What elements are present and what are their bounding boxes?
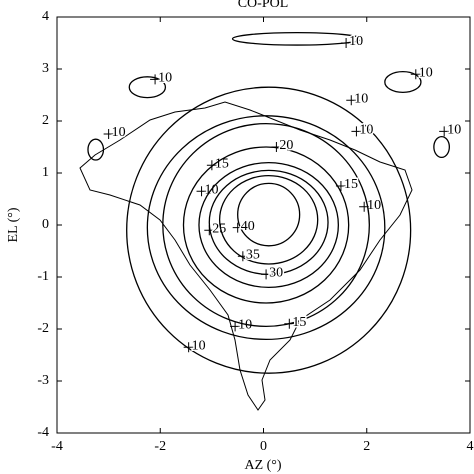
contour-label: 10 [112,125,126,140]
contour-line [162,122,370,328]
y-tick-label: 2 [42,113,49,128]
contour-line [218,174,319,265]
contour-label: 10 [238,318,252,333]
contour-line [198,161,340,289]
plot-frame [56,16,471,434]
x-tick-label: 2 [363,439,370,454]
x-tick-label: -2 [154,439,166,454]
y-axis-label: EL (°) [6,207,21,242]
contour-line [208,169,329,276]
contour-marker [346,95,357,106]
coastline [79,101,413,411]
x-axis-label: AZ (°) [244,458,281,473]
x-tick-label: 4 [467,439,474,454]
y-tick-label: 1 [42,165,49,180]
contour-line [128,76,167,99]
contour-label: 10 [349,34,363,49]
contour-marker [261,269,272,280]
y-tick-label: 0 [42,217,49,232]
contour-marker [206,160,217,171]
contour-marker [230,321,241,332]
contour-marker [196,186,207,197]
y-tick-label: 3 [42,61,49,76]
contour-label: 15 [292,315,306,330]
contour-label: 25 [212,221,226,236]
contour-label: 40 [241,219,255,234]
y-tick-label: 4 [42,9,49,24]
contour-marker [103,129,114,139]
contour-marker [237,251,248,262]
contour-marker [150,74,161,85]
contour-line [182,146,350,304]
contour-label: 15 [215,156,229,171]
contour-label: 15 [344,177,358,192]
contour-label: 20 [279,138,293,153]
y-tick-label: -1 [37,269,49,284]
contour-label: 10 [354,91,368,106]
contour-label: 10 [158,71,172,86]
contour-line [146,115,386,341]
contour-marker [410,69,421,80]
contour-line [237,182,301,247]
contour-line [433,135,451,159]
contour-marker [284,318,295,329]
contour-line [384,70,422,94]
contour-label: 10 [192,338,206,353]
contour-label: 10 [447,123,461,138]
x-tick-label: -4 [51,439,63,454]
contour-marker [232,222,243,233]
contour-label: 10 [359,123,373,138]
contour-label: 10 [419,65,433,80]
contour-line [231,31,363,46]
contour-line [126,86,412,374]
contour-marker [341,38,352,48]
contour-marker [183,342,194,353]
x-tick-label: 0 [260,439,267,454]
chart-title: CO-POL [238,0,289,11]
contour-marker [439,126,450,137]
contour-marker [351,126,362,137]
y-tick-label: -3 [37,373,49,388]
contour-label: 35 [246,247,260,262]
contour-marker [271,142,282,152]
y-tick-label: -2 [37,321,49,336]
contour-label: 10 [367,198,381,213]
y-tick-label: -4 [37,425,49,440]
contour-line [87,138,105,161]
contour-label: 30 [269,266,283,281]
